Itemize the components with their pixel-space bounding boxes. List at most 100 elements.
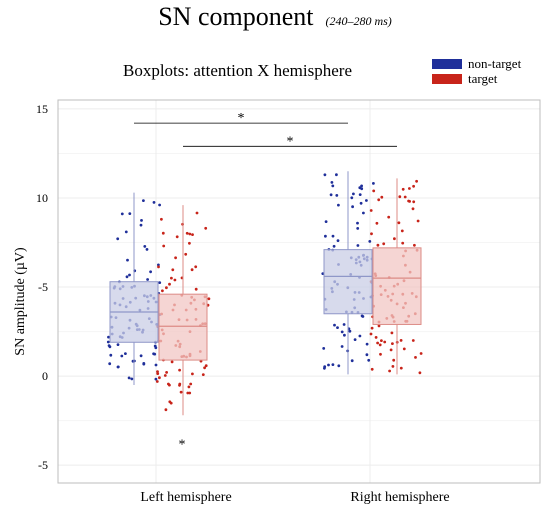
- data-point: [368, 240, 372, 243]
- data-point: [154, 377, 158, 381]
- data-point: [391, 342, 394, 345]
- data-point: [375, 221, 379, 225]
- data-point: [191, 233, 194, 237]
- data-point: [393, 237, 396, 241]
- data-point: [335, 194, 339, 197]
- data-point: [145, 248, 149, 251]
- data-point: [408, 200, 411, 203]
- data-point: [377, 198, 381, 202]
- data-point: [175, 235, 179, 239]
- data-point: [358, 186, 362, 190]
- data-point: [323, 365, 327, 369]
- data-point: [337, 203, 340, 207]
- data-point: [367, 358, 371, 362]
- data-point: [207, 297, 211, 301]
- data-point: [139, 223, 143, 227]
- data-point: [161, 231, 165, 235]
- data-point: [408, 187, 411, 190]
- data-point: [155, 380, 159, 383]
- data-point: [370, 232, 373, 236]
- data-point: [401, 241, 405, 245]
- data-point: [365, 199, 368, 202]
- data-point: [383, 340, 387, 344]
- data-point: [356, 244, 360, 247]
- data-point: [337, 364, 341, 368]
- data-point: [365, 353, 369, 357]
- data-point: [140, 219, 143, 222]
- data-point: [360, 184, 363, 188]
- data-point: [387, 215, 391, 219]
- data-point: [400, 229, 404, 233]
- time-window-note: (240–280 ms): [325, 14, 392, 28]
- data-point: [351, 205, 354, 209]
- data-point: [352, 192, 355, 196]
- x-tick-label: Left hemisphere: [140, 490, 231, 505]
- data-point: [378, 343, 382, 347]
- data-point: [188, 241, 191, 245]
- data-point: [152, 201, 156, 204]
- data-point: [389, 348, 393, 352]
- data-point: [158, 376, 161, 380]
- data-point: [327, 363, 330, 367]
- data-point: [343, 333, 346, 337]
- data-point: [376, 341, 379, 345]
- data-point: [336, 239, 340, 243]
- box-iqr: [158, 293, 208, 361]
- y-axis-label: SN amplitude (µV): [13, 247, 28, 356]
- data-point: [370, 326, 374, 330]
- data-point: [165, 286, 168, 290]
- data-point: [329, 193, 333, 197]
- data-point: [116, 237, 120, 241]
- data-point: [330, 181, 334, 184]
- data-point: [160, 217, 163, 221]
- data-point: [178, 368, 182, 372]
- legend-label-nontarget: non-target: [468, 55, 522, 71]
- data-point: [158, 203, 162, 207]
- data-point: [392, 358, 396, 362]
- data-point: [142, 362, 146, 366]
- data-point: [204, 226, 208, 230]
- data-point: [390, 331, 394, 335]
- x-tick-label: Right hemisphere: [350, 490, 449, 505]
- data-point: [108, 345, 112, 349]
- data-point: [108, 362, 112, 366]
- data-point: [332, 244, 336, 248]
- data-point: [174, 256, 178, 260]
- data-point: [116, 343, 120, 346]
- data-point: [120, 212, 124, 216]
- data-point: [128, 212, 132, 216]
- data-point: [157, 263, 160, 267]
- data-point: [331, 363, 335, 366]
- data-point: [130, 377, 134, 381]
- data-point: [358, 334, 362, 338]
- data-point: [324, 234, 327, 238]
- data-point: [173, 278, 177, 282]
- data-point: [374, 336, 378, 339]
- data-point: [369, 209, 373, 212]
- data-point: [415, 179, 418, 183]
- data-point: [380, 195, 384, 199]
- data-point: [403, 195, 407, 199]
- data-point: [120, 354, 124, 358]
- data-point: [125, 275, 129, 279]
- data-point: [324, 220, 328, 224]
- data-point: [124, 352, 127, 355]
- plot-frame: [57, 99, 541, 484]
- data-point: [401, 187, 405, 191]
- data-point: [397, 221, 401, 225]
- data-point: [350, 359, 354, 363]
- data-point: [372, 189, 376, 193]
- data-point: [369, 332, 373, 336]
- data-point: [149, 270, 153, 274]
- data-point: [162, 244, 166, 248]
- data-point: [388, 369, 391, 373]
- data-point: [348, 329, 352, 333]
- data-point: [382, 242, 386, 246]
- y-tick-label: 10: [36, 191, 48, 205]
- chart-subtitle: Boxplots: attention X hemisphere: [123, 61, 352, 80]
- outlier-star: *: [179, 437, 186, 452]
- legend: non-target target: [432, 56, 521, 86]
- data-point: [146, 278, 150, 281]
- data-point: [356, 227, 360, 230]
- data-point: [142, 199, 145, 203]
